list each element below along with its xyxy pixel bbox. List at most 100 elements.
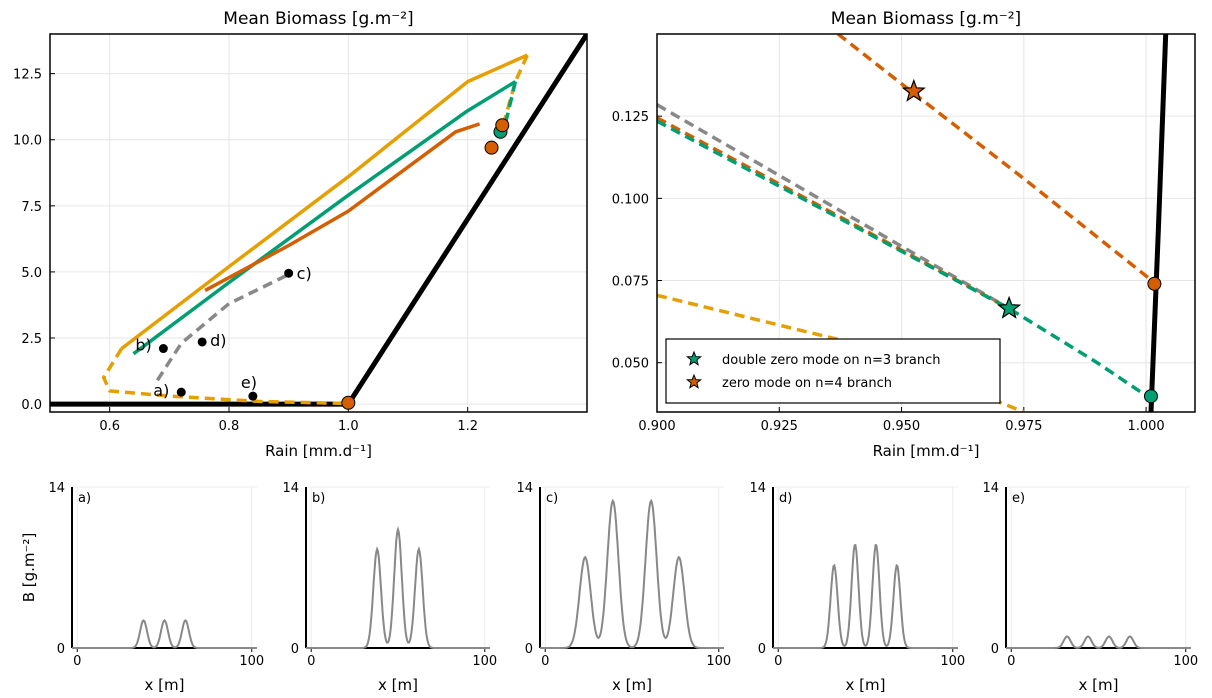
point-3 [197, 337, 207, 347]
panel-0: 0.6 0.8 1.0 1.2 0.0 2.5 5.0 7.5 10.0 12.5 a) b) c) d)… [13, 9, 588, 460]
x-axis-label: x [m] [378, 676, 418, 694]
tick-label-y: 0.075 [612, 275, 649, 290]
legend-label-0: double zero mode on n=3 branch [722, 353, 940, 368]
tick-label-x: 1.0 [338, 419, 359, 434]
y-axis-label: B [g.m⁻²] [20, 533, 38, 603]
tick-label-y: 7.5 [21, 200, 42, 215]
profile-line [72, 618, 257, 649]
series-line-7 [155, 272, 290, 382]
panel-1: 0.900 0.925 0.950 0.975 1.000 0.050 0.075 0.100… [612, 9, 1196, 460]
tick-label-x: 0 [73, 654, 81, 669]
tick-label-x: 1.2 [457, 419, 478, 434]
tick-label-x: 100 [1173, 654, 1198, 669]
x-axis-label: x [m] [612, 676, 652, 694]
marker-circle-2 [1147, 276, 1162, 291]
tick-label-x: 0 [307, 654, 315, 669]
point-4 [248, 391, 258, 401]
tick-label-x: 0.950 [883, 419, 920, 434]
panel-label: b) [312, 491, 325, 506]
chart-title: Mean Biomass [g.m⁻²] [223, 9, 413, 29]
x-axis-label: Rain [mm.d⁻¹] [873, 442, 980, 460]
panel-2: 0 100 0 14 a) x [m] B [g.m⁻²] [20, 481, 264, 694]
point-label-3: d) [210, 331, 226, 350]
tick-label-x: 100 [706, 654, 731, 669]
tick-label-x: 0.8 [219, 419, 240, 434]
panel-6: 0 100 14 0 e) x [m] [982, 481, 1198, 694]
legend-star-1 [685, 373, 703, 389]
point-label-4: e) [241, 373, 257, 392]
tick-label-y: 10.0 [13, 134, 42, 149]
tick-label-y: 0.125 [612, 110, 649, 125]
legend-star-0 [685, 350, 703, 366]
tick-label-y: 0 [291, 642, 299, 657]
tick-label-x: 0 [774, 654, 782, 669]
tick-label-y: 0 [57, 642, 65, 657]
point-1 [158, 344, 168, 354]
legend: double zero mode on n=3 branch zero mode … [665, 338, 1001, 404]
tick-label-x: 100 [940, 654, 965, 669]
tick-label-x: 0.925 [761, 419, 798, 434]
series-line-6 [204, 122, 481, 292]
panel-label: e) [1012, 491, 1025, 506]
point-label-0: a) [153, 381, 169, 400]
series-line-2 [657, 103, 1010, 311]
tick-label-x: 100 [239, 654, 264, 669]
plot-frame [49, 33, 588, 413]
legend-box [665, 338, 1001, 404]
point-label-2: c) [297, 264, 312, 283]
marker-circle-3 [495, 118, 510, 133]
x-axis-label: x [m] [1079, 676, 1119, 694]
plot-area [50, 34, 587, 410]
profile-line [540, 498, 724, 649]
x-axis-label: x [m] [145, 676, 185, 694]
series-line-0 [1148, 34, 1169, 412]
chart-title: Mean Biomass [g.m⁻²] [831, 9, 1021, 29]
point-label-1: b) [135, 336, 151, 355]
series-line-1 [836, 34, 1157, 286]
panel-5: 0 100 14 0 d) x [m] [749, 481, 965, 694]
tick-label-y: 0 [991, 642, 999, 657]
tick-label-x: 0.975 [1005, 419, 1042, 434]
tick-label-y: 0 [525, 642, 533, 657]
panel-label: c) [546, 491, 558, 506]
x-axis-label: x [m] [846, 676, 886, 694]
plot-frame [656, 33, 1196, 413]
tick-label-x: 1.000 [1127, 419, 1164, 434]
series-line-3 [101, 347, 349, 406]
marker-circle-1 [484, 140, 499, 155]
marker-circle-0 [341, 395, 356, 410]
point-2 [284, 268, 294, 278]
plot-area [657, 34, 1169, 412]
tick-label-y: 2.5 [21, 332, 42, 347]
tick-label-y: 0 [758, 642, 766, 657]
tick-label-y: 14 [982, 481, 999, 496]
marker-star-0 [901, 78, 926, 102]
marker-circle-3 [1143, 389, 1158, 404]
series-line-5 [501, 81, 518, 133]
series-line-2 [501, 54, 529, 125]
panel-label: d) [779, 491, 792, 506]
tick-label-y: 0.0 [21, 398, 42, 413]
series-line-4 [132, 80, 517, 356]
tick-label-x: 0 [541, 654, 549, 669]
series-line-4 [657, 119, 1148, 398]
panel-3: 0 100 14 0 b) x [m] [282, 481, 497, 694]
x-axis-label: Rain [mm.d⁻¹] [265, 442, 372, 460]
tick-label-x: 100 [472, 654, 497, 669]
tick-label-y: 14 [282, 481, 299, 496]
profile-line [306, 525, 490, 649]
tick-label-y: 5.0 [21, 266, 42, 281]
marker-star-1 [997, 295, 1022, 319]
profile-line [1006, 635, 1191, 649]
legend-label-1: zero mode on n=4 branch [722, 376, 892, 391]
tick-label-y: 14 [48, 481, 65, 496]
panel-4: 0 100 14 0 c) x [m] [516, 481, 731, 694]
tick-label-x: 0 [1007, 654, 1015, 669]
tick-label-y: 12.5 [13, 68, 42, 83]
tick-label-y: 14 [516, 481, 533, 496]
tick-label-x: 0.6 [99, 419, 120, 434]
tick-label-x: 0.900 [638, 419, 675, 434]
tick-label-y: 14 [749, 481, 766, 496]
panel-label: a) [78, 491, 91, 506]
